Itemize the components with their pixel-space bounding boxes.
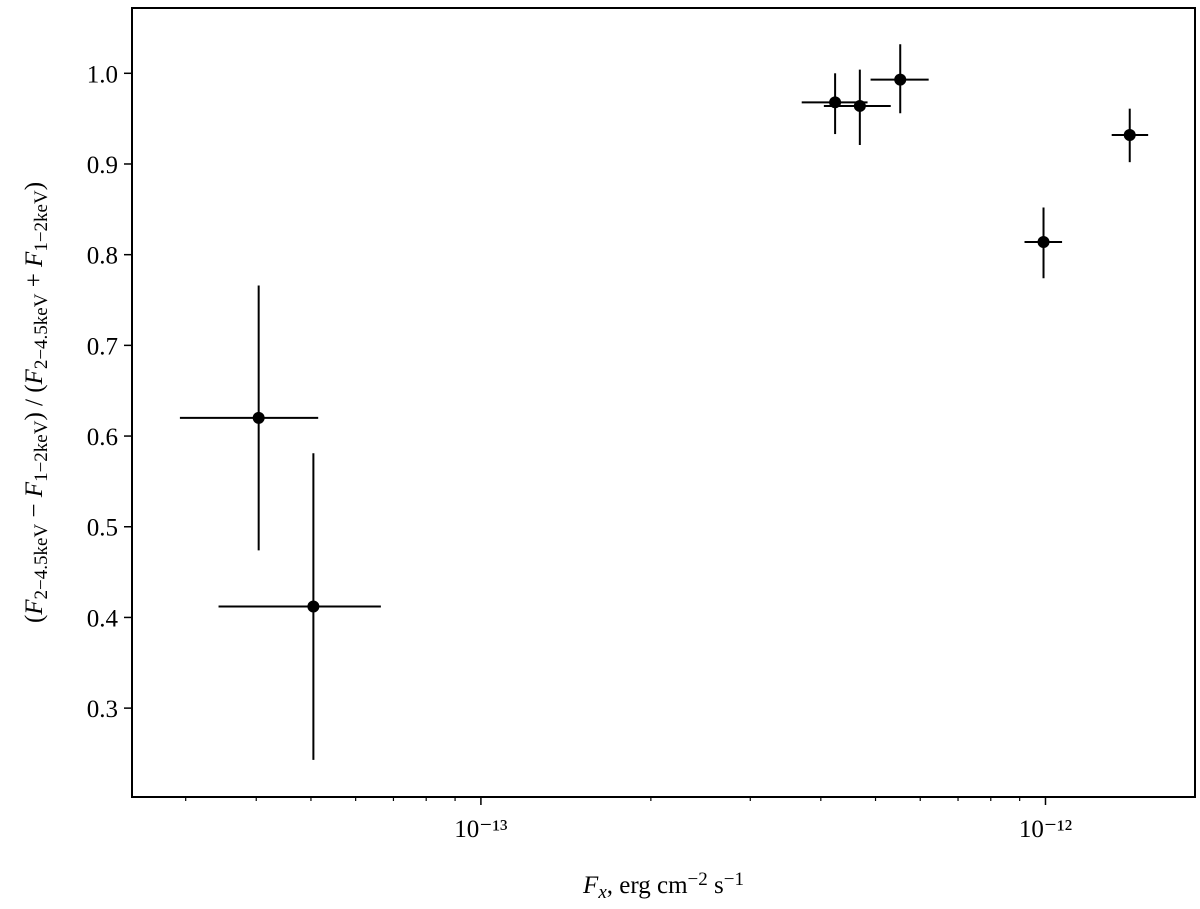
label-part: −1 — [724, 869, 744, 890]
data-point — [307, 600, 320, 613]
label-part: − — [21, 497, 48, 524]
y-label: (F2−4.5keV − F1−2keV) / (F2−4.5keV + F1−… — [21, 182, 52, 623]
label-part: ) — [21, 182, 48, 190]
label-part: 2−4.5keV — [31, 524, 52, 600]
label-part: x — [597, 882, 607, 903]
label-part: F — [21, 251, 48, 268]
label-part: −2 — [688, 869, 708, 890]
x-label: Fx, erg cm−2 s−1 — [582, 869, 744, 902]
x-tick-label: 10⁻¹² — [1019, 816, 1072, 843]
y-tick-label: 0.5 — [87, 515, 118, 542]
label-part: ) / ( — [21, 384, 48, 420]
label-part: s — [708, 872, 724, 899]
y-tick-label: 0.7 — [87, 333, 118, 360]
label-part: 1−2keV — [31, 190, 52, 252]
y-tick-label: 0.4 — [87, 605, 119, 632]
y-tick-label: 0.9 — [87, 152, 118, 179]
y-tick-label: 0.6 — [87, 424, 118, 451]
label-part: , erg cm — [607, 872, 688, 899]
label-part: F — [21, 368, 48, 385]
label-part: F — [21, 481, 48, 498]
label-part: F — [582, 872, 599, 899]
y-tick-label: 0.8 — [87, 243, 118, 270]
data-point — [894, 73, 907, 86]
data-point — [1037, 235, 1050, 248]
label-part: + — [21, 267, 48, 294]
data-point — [1123, 128, 1136, 141]
data-point — [853, 99, 866, 112]
label-part: F — [21, 599, 48, 616]
plot-frame — [131, 7, 1196, 798]
label-part: 2−4.5keV — [31, 293, 52, 369]
y-tick-label: 1.0 — [87, 61, 118, 88]
label-part: 1−2keV — [31, 420, 52, 482]
y-tick-label: 0.3 — [87, 696, 118, 723]
label-part: ( — [21, 615, 48, 623]
x-tick-label: 10⁻¹³ — [454, 816, 508, 843]
data-point — [252, 411, 265, 424]
